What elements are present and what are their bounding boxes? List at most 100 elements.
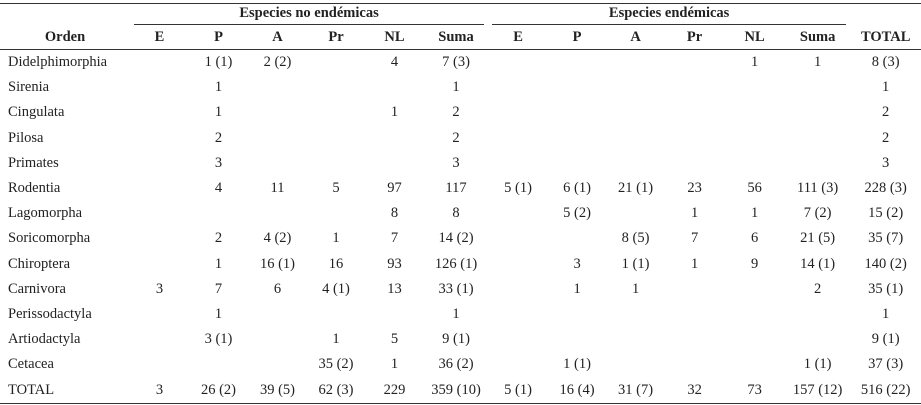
empty-cell bbox=[307, 201, 365, 226]
cell: 3 bbox=[214, 154, 223, 171]
cell: 8 bbox=[452, 205, 460, 222]
empty-cell bbox=[665, 75, 724, 100]
cell: 3 bbox=[882, 154, 890, 171]
cell: 111 (3) bbox=[797, 180, 839, 197]
table-row: Cingulata 1 1 2 2 bbox=[0, 100, 921, 125]
cell: 3 bbox=[155, 280, 164, 297]
cell: 7 bbox=[214, 280, 223, 297]
empty-cell bbox=[606, 352, 665, 377]
cell: 1 bbox=[750, 54, 759, 71]
cell: 9 bbox=[750, 255, 759, 272]
column-header: Pr bbox=[307, 25, 365, 50]
cell: 9 (1) bbox=[871, 331, 900, 348]
empty-cell bbox=[785, 126, 850, 151]
empty-cell bbox=[606, 75, 665, 100]
cell: 1 bbox=[332, 230, 340, 247]
empty-cell bbox=[365, 126, 424, 151]
empty-cell bbox=[130, 302, 189, 327]
cell: 1 bbox=[750, 205, 759, 222]
cell: 1 bbox=[690, 255, 699, 272]
empty-cell bbox=[130, 176, 189, 201]
cell: 1 bbox=[813, 54, 822, 71]
empty-cell bbox=[130, 352, 189, 377]
group-header-row: Especies no endémicas Especies endémicas bbox=[0, 3, 921, 25]
column-header: Suma bbox=[424, 25, 489, 50]
cell: 4 (2) bbox=[263, 230, 292, 247]
cell: 9 (1) bbox=[442, 331, 470, 348]
table-row: Carnivora 3 7 6 4 (1) 13 33 (1) 1 1 2 35 (1) bbox=[0, 277, 921, 302]
blank bbox=[850, 3, 921, 25]
empty-cell bbox=[665, 352, 724, 377]
empty-cell bbox=[130, 151, 189, 176]
empty-cell bbox=[307, 50, 365, 76]
cell: 3 bbox=[130, 377, 189, 404]
cell: 8 (5) bbox=[621, 230, 650, 247]
column-header: A bbox=[606, 25, 666, 50]
empty-cell bbox=[365, 75, 424, 100]
cell: 1 (1) bbox=[621, 255, 650, 272]
group-header: Especies no endémicas bbox=[130, 3, 489, 25]
cell: 117 bbox=[445, 180, 467, 197]
empty-cell bbox=[785, 151, 850, 176]
empty-cell bbox=[548, 50, 606, 76]
empty-cell bbox=[307, 151, 365, 176]
empty-cell bbox=[665, 151, 724, 176]
column-header: Orden bbox=[0, 25, 130, 50]
row-label: Cetacea bbox=[8, 356, 54, 373]
table-row: Rodentia 4 11 5 97 117 5 (1) 6 (1) 21 (1) 23 56 111… bbox=[0, 176, 921, 201]
empty-cell bbox=[488, 277, 548, 302]
cell: 5 (1) bbox=[504, 180, 532, 197]
cell: 6 (1) bbox=[563, 180, 591, 197]
row-label: Artiodactyla bbox=[8, 331, 81, 348]
cell: 1 bbox=[390, 356, 399, 373]
empty-cell bbox=[130, 100, 189, 125]
cell: 35 (1) bbox=[868, 280, 904, 297]
column-header: TOTAL bbox=[850, 25, 921, 50]
cell: 1 bbox=[214, 104, 223, 121]
empty-cell bbox=[606, 327, 665, 352]
column-header: E bbox=[130, 25, 189, 50]
empty-cell bbox=[548, 151, 606, 176]
cell: 5 bbox=[332, 180, 340, 197]
empty-cell bbox=[606, 151, 665, 176]
cell: 157 (12) bbox=[785, 377, 851, 404]
empty-cell bbox=[488, 151, 548, 176]
row-label: Chiroptera bbox=[8, 255, 71, 272]
row-label: Pilosa bbox=[8, 129, 44, 146]
cell: 359 (10) bbox=[424, 377, 489, 404]
empty-cell bbox=[665, 302, 724, 327]
empty-cell bbox=[488, 252, 548, 277]
cell: 1 bbox=[390, 104, 399, 121]
row-label: Sirenia bbox=[8, 79, 50, 96]
table-row: TOTAL 3 26 (2) 39 (5) 62 (3) 229 359 (10) 5 (1)… bbox=[0, 377, 921, 404]
cell: 7 (3) bbox=[442, 54, 470, 71]
empty-cell bbox=[548, 226, 606, 251]
cell: 21 (5) bbox=[800, 230, 836, 247]
empty-cell bbox=[488, 226, 548, 251]
cell: 1 bbox=[214, 79, 223, 96]
row-label: Lagomorpha bbox=[8, 205, 83, 222]
empty-cell bbox=[548, 302, 606, 327]
column-header: NL bbox=[365, 25, 424, 50]
cell: 2 bbox=[813, 280, 822, 297]
empty-cell bbox=[606, 302, 665, 327]
table-row: Pilosa 2 2 2 bbox=[0, 126, 921, 151]
row-label: Perissodactyla bbox=[8, 305, 92, 322]
blank bbox=[0, 3, 130, 25]
cell: 7 (2) bbox=[803, 205, 832, 222]
empty-cell bbox=[307, 75, 365, 100]
cell: 2 bbox=[452, 129, 460, 146]
cell: 228 (3) bbox=[864, 180, 907, 197]
column-header: Suma bbox=[785, 25, 851, 50]
empty-cell bbox=[248, 75, 307, 100]
cell: 140 (2) bbox=[864, 255, 907, 272]
column-header: P bbox=[548, 25, 607, 50]
page: Especies no endémicas Especies endémicas… bbox=[0, 3, 921, 405]
column-header-row: Orden E P A Pr NL Suma E P A Pr NL Suma TOTAL bbox=[0, 25, 921, 50]
cell: 16 (4) bbox=[548, 377, 607, 404]
cell: 1 bbox=[631, 280, 640, 297]
cell: 11 bbox=[270, 180, 285, 197]
cell: 2 bbox=[882, 104, 890, 121]
empty-cell bbox=[248, 151, 307, 176]
cell: 8 (3) bbox=[871, 54, 900, 71]
